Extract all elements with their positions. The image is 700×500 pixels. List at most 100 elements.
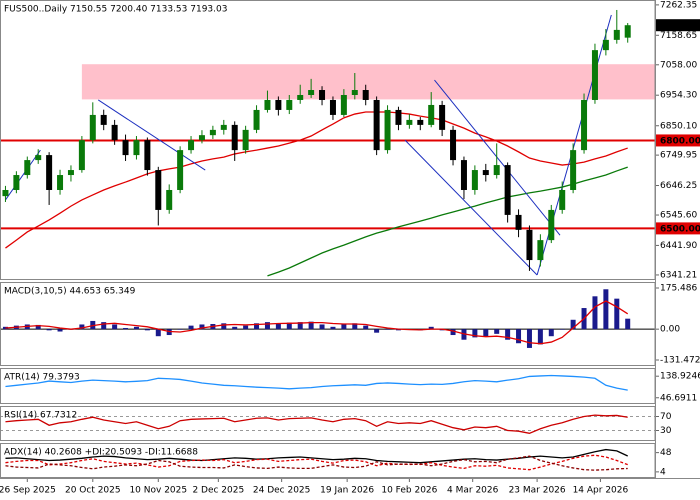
macd-bar bbox=[112, 324, 118, 330]
y-tick-label: 0.00 bbox=[660, 325, 680, 335]
candle-body bbox=[362, 90, 369, 100]
candle-body bbox=[395, 109, 402, 125]
macd-bar bbox=[570, 319, 576, 330]
candle-body bbox=[526, 229, 533, 261]
x-tick-label: 23 Mar 2026 bbox=[509, 486, 566, 496]
candle-body bbox=[177, 150, 184, 190]
macd-bar bbox=[2, 326, 8, 330]
x-tick-label: 20 Oct 2025 bbox=[65, 486, 121, 496]
candle-body bbox=[78, 140, 85, 171]
macd-bar bbox=[79, 324, 85, 330]
candle-body bbox=[613, 29, 620, 40]
candle-body bbox=[591, 50, 598, 100]
level-label: 6800.00 bbox=[660, 136, 700, 146]
candle-body bbox=[428, 104, 435, 125]
y-tick-label: 175.486 bbox=[660, 283, 697, 293]
panel bbox=[5, 374, 628, 391]
candle-body bbox=[581, 99, 588, 151]
macd-bar bbox=[537, 329, 543, 345]
macd-bar bbox=[494, 329, 500, 334]
macd-bar bbox=[516, 329, 522, 344]
candle-body bbox=[24, 160, 31, 176]
macd-bar bbox=[254, 323, 260, 330]
candle-body bbox=[504, 165, 511, 215]
panel-title: ADX(14) 40.2608 +DI:20.5093 -DI:11.6688 bbox=[4, 448, 198, 458]
indicator-line bbox=[5, 455, 628, 471]
candle-body bbox=[351, 90, 358, 95]
macd-bar bbox=[46, 329, 52, 331]
candle-body bbox=[231, 124, 238, 151]
y-tick-label: 7058.00 bbox=[660, 60, 697, 70]
macd-bar bbox=[155, 329, 161, 337]
candle-body bbox=[275, 99, 282, 110]
macd-bar bbox=[232, 326, 238, 330]
macd-bar bbox=[505, 329, 511, 340]
y-tick-label: 30 bbox=[660, 426, 672, 436]
macd-bar bbox=[625, 318, 631, 330]
macd-bar bbox=[286, 322, 292, 330]
macd-bar bbox=[101, 322, 107, 330]
x-tick-label: 10 Nov 2025 bbox=[129, 486, 187, 496]
candle-body bbox=[253, 109, 260, 130]
macd-bar bbox=[385, 329, 391, 330]
candle-body bbox=[384, 109, 391, 151]
candle-body bbox=[220, 124, 227, 130]
macd-bar bbox=[221, 323, 227, 330]
x-tick-label: 26 Sep 2025 bbox=[0, 486, 56, 496]
candle-body bbox=[264, 99, 271, 110]
level-tag bbox=[656, 134, 700, 147]
indicator-line bbox=[5, 374, 628, 391]
panel-title: RSI(14) 67.7312 bbox=[4, 411, 77, 421]
trendline bbox=[404, 139, 538, 276]
y-tick-label: 6441.90 bbox=[660, 241, 697, 251]
indicator-line bbox=[5, 414, 628, 434]
last-price-tag bbox=[656, 19, 700, 32]
macd-bar bbox=[297, 322, 303, 330]
candle-body bbox=[373, 99, 380, 151]
candle-body bbox=[89, 114, 96, 141]
indicator-line bbox=[5, 454, 628, 471]
y-tick-label: 7262.35 bbox=[660, 0, 697, 10]
moving-average bbox=[5, 111, 628, 249]
macd-bar bbox=[603, 289, 609, 330]
panel bbox=[0, 9, 655, 277]
y-tick-label: 6341.21 bbox=[660, 270, 697, 280]
y-tick-label: -131.472 bbox=[660, 356, 700, 366]
trendline bbox=[5, 149, 41, 201]
panel bbox=[5, 448, 628, 471]
y-tick-label: 6646.25 bbox=[660, 181, 697, 191]
macd-bar bbox=[177, 329, 183, 330]
macd-bar bbox=[374, 329, 380, 333]
macd-bar bbox=[483, 329, 489, 337]
macd-bar bbox=[363, 325, 369, 330]
x-tick-label: 24 Dec 2025 bbox=[253, 486, 311, 496]
macd-bar bbox=[548, 329, 554, 337]
candle-body bbox=[122, 140, 129, 156]
x-tick-label: 2 Dec 2025 bbox=[192, 486, 244, 496]
macd-bar bbox=[526, 329, 532, 348]
macd-bar bbox=[319, 324, 325, 330]
macd-bar bbox=[57, 329, 63, 332]
level-tag bbox=[656, 222, 700, 235]
candle-body bbox=[111, 124, 118, 141]
macd-bar bbox=[133, 326, 139, 330]
candle-body bbox=[67, 170, 74, 176]
macd-bar bbox=[330, 326, 336, 330]
y-tick-label: 48 bbox=[660, 448, 672, 458]
candle-body bbox=[450, 129, 457, 161]
candle-body bbox=[242, 129, 249, 151]
signal-line bbox=[5, 300, 629, 345]
candle-body bbox=[308, 90, 315, 95]
macd-bar bbox=[123, 327, 129, 330]
candle-body bbox=[188, 140, 195, 151]
trendline bbox=[97, 99, 206, 171]
candle-body bbox=[559, 189, 566, 210]
candle-body bbox=[537, 240, 544, 261]
y-tick-label: 7158.65 bbox=[660, 31, 697, 41]
macd-bar bbox=[614, 298, 620, 330]
y-tick-label: 4 bbox=[660, 467, 666, 477]
candle-body bbox=[297, 94, 304, 100]
trendline bbox=[434, 79, 561, 236]
candle-body bbox=[198, 135, 205, 141]
